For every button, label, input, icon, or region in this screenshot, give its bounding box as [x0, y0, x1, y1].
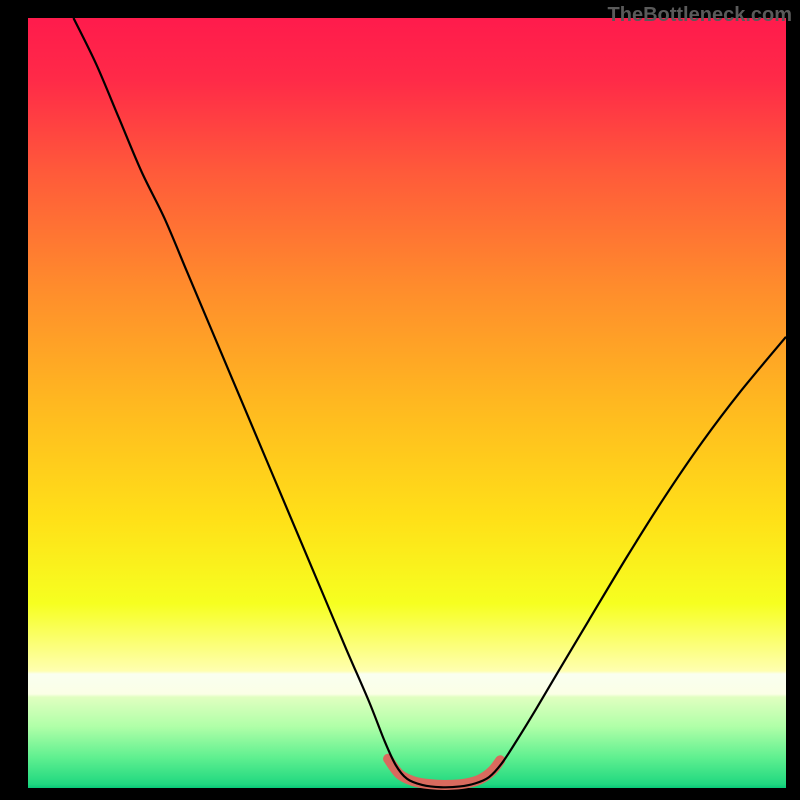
bottleneck-chart: TheBottleneck.com: [0, 0, 800, 800]
chart-svg: [0, 0, 800, 800]
watermark-text: TheBottleneck.com: [608, 4, 792, 27]
plot-background: [28, 18, 786, 788]
